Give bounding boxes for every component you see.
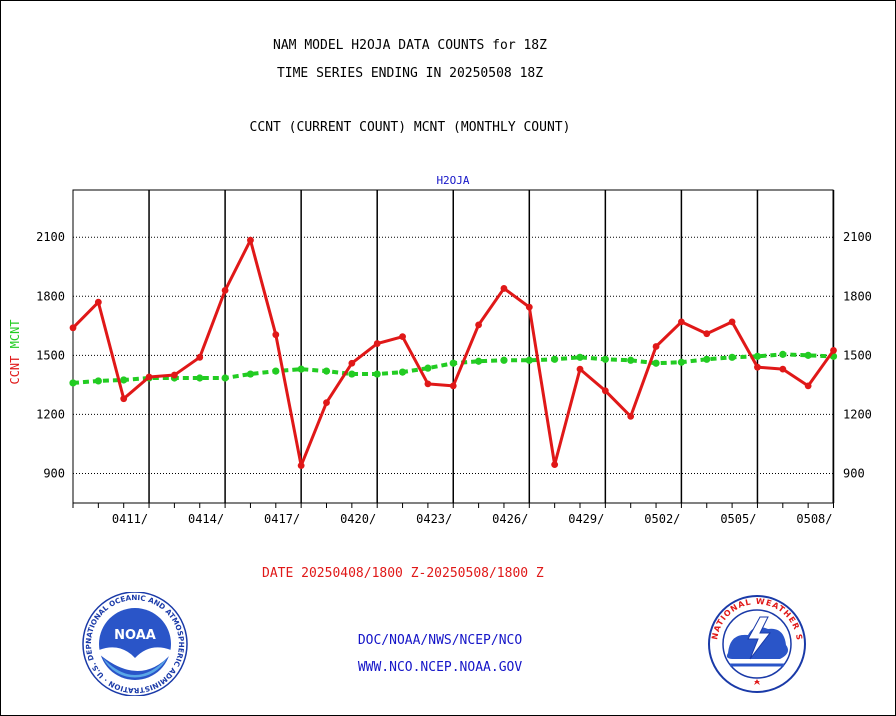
- data-point-ccnt: [678, 318, 685, 326]
- data-point-ccnt: [94, 298, 102, 306]
- data-point-ccnt: [652, 343, 660, 350]
- data-point-ccnt: [627, 412, 635, 420]
- y-tick-label-left: 2100: [36, 230, 65, 244]
- x-tick-label: 0417/: [264, 512, 300, 526]
- data-point-ccnt: [272, 331, 280, 339]
- data-point-ccnt: [551, 461, 559, 469]
- y-axis-label-ccnt: CCNT: [8, 356, 22, 385]
- x-tick-label: 0426/: [492, 512, 528, 526]
- y-axis-label-mcnt: MCNT: [8, 319, 22, 355]
- data-point-mcnt: [322, 367, 331, 375]
- data-point-ccnt: [247, 236, 254, 244]
- data-point-mcnt: [576, 353, 584, 361]
- y-tick-label-right: 1500: [843, 348, 872, 362]
- data-point-ccnt: [323, 399, 330, 407]
- x-tick-label: 0502/: [644, 512, 680, 526]
- data-point-mcnt: [804, 351, 812, 359]
- y-tick-label-right: 2100: [843, 230, 872, 244]
- y-axis-series-label: CCNT MCNT: [8, 319, 22, 384]
- data-point-mcnt: [525, 356, 533, 364]
- data-point-mcnt: [779, 350, 787, 358]
- data-point-ccnt: [754, 363, 761, 371]
- data-point-ccnt: [221, 286, 229, 294]
- data-point-mcnt: [424, 364, 432, 372]
- data-point-mcnt: [297, 365, 305, 373]
- x-tick-label: 0423/: [416, 512, 452, 526]
- noaa-logo: NATIONAL OCEANIC AND ATMOSPHERIC ADMINIS…: [80, 592, 188, 696]
- data-point-mcnt: [449, 359, 457, 367]
- data-point-ccnt: [475, 321, 482, 329]
- data-point-ccnt: [399, 333, 406, 341]
- data-point-ccnt: [500, 285, 508, 292]
- data-point-ccnt: [145, 373, 153, 381]
- data-point-mcnt: [475, 357, 483, 365]
- data-point-ccnt: [373, 340, 381, 347]
- x-tick-label: 0429/: [568, 512, 604, 526]
- x-tick-label: 0414/: [188, 512, 224, 526]
- website-text: WWW.NCO.NCEP.NOAA.GOV: [357, 660, 523, 675]
- data-point-mcnt: [652, 359, 660, 367]
- data-point-mcnt: [728, 353, 736, 361]
- data-point-mcnt: [677, 358, 686, 366]
- data-point-mcnt: [500, 356, 508, 364]
- data-point-mcnt: [196, 374, 204, 382]
- data-point-ccnt: [196, 353, 204, 361]
- data-point-ccnt: [69, 324, 77, 332]
- data-point-ccnt: [830, 347, 837, 354]
- y-tick-label-left: 1800: [36, 289, 65, 303]
- data-point-ccnt: [348, 359, 356, 367]
- chart-title-line-1: NAM MODEL H2OJA DATA COUNTS for 18Z: [273, 38, 547, 53]
- data-point-ccnt: [703, 330, 711, 338]
- y-tick-label-right: 1800: [843, 289, 872, 303]
- data-point-ccnt: [525, 303, 533, 311]
- org-path-text: DOC/NOAA/NWS/NCEP/NCO: [357, 633, 523, 648]
- data-point-ccnt: [728, 318, 736, 326]
- data-point-mcnt: [94, 377, 102, 385]
- x-tick-label: 0411/: [112, 512, 148, 526]
- data-point-mcnt: [246, 370, 255, 378]
- data-point-mcnt: [551, 355, 559, 363]
- data-point-mcnt: [627, 356, 635, 364]
- y-tick-label-right: 900: [843, 466, 865, 480]
- plot-title: H2OJA: [436, 174, 469, 187]
- data-point-mcnt: [398, 368, 407, 376]
- data-point-ccnt: [449, 382, 457, 390]
- data-point-mcnt: [69, 379, 77, 387]
- data-point-mcnt: [601, 355, 609, 363]
- x-tick-label: 0505/: [720, 512, 756, 526]
- data-point-mcnt: [272, 367, 280, 375]
- data-point-mcnt: [753, 352, 762, 360]
- y-tick-label-left: 1200: [36, 407, 65, 421]
- chart-title-line-3: CCNT (CURRENT COUNT) MCNT (MONTHLY COUNT…: [249, 120, 571, 135]
- x-tick-label: 0420/: [340, 512, 376, 526]
- data-point-mcnt: [120, 376, 128, 384]
- data-point-mcnt: [221, 374, 229, 382]
- data-point-ccnt: [424, 380, 432, 388]
- data-point-ccnt: [297, 462, 305, 469]
- noaa-logo-text: NOAA: [114, 628, 156, 643]
- data-point-ccnt: [601, 387, 609, 395]
- chart-title-line-2: TIME SERIES ENDING IN 20250508 18Z: [276, 66, 544, 81]
- data-point-ccnt: [171, 371, 178, 379]
- data-point-ccnt: [804, 382, 812, 390]
- data-point-mcnt: [373, 370, 381, 378]
- data-point-ccnt: [576, 365, 584, 373]
- x-tick-label: 0508/: [796, 512, 832, 526]
- nws-logo: NATIONAL WEATHER SERVICE: [708, 593, 806, 693]
- data-point-mcnt: [348, 370, 356, 378]
- y-tick-label-left: 900: [43, 466, 65, 480]
- date-range-label: DATE 20250408/1800 Z-20250508/1800 Z: [262, 566, 544, 581]
- data-point-ccnt: [120, 395, 128, 403]
- data-point-ccnt: [779, 365, 787, 373]
- data-point-mcnt: [703, 355, 711, 363]
- y-tick-label-left: 1500: [36, 348, 65, 362]
- y-tick-label-right: 1200: [843, 407, 872, 421]
